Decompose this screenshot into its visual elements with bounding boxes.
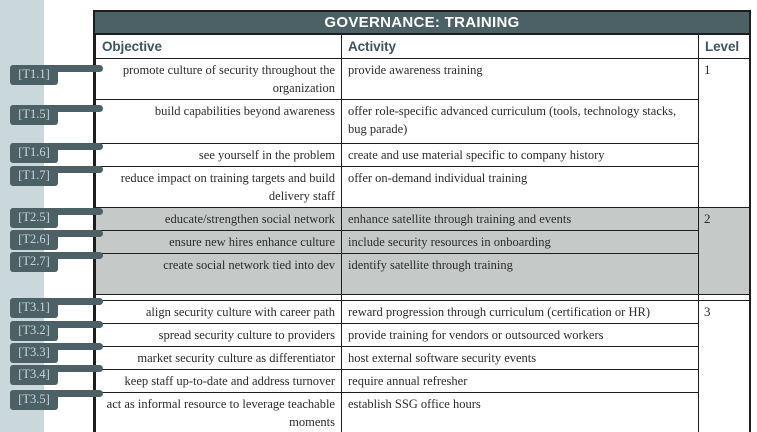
objective-cell-T2.5: educate/strengthen social network <box>95 207 342 231</box>
objective-cell-T1.6: see yourself in the problem <box>95 143 342 167</box>
tag-label: [T1.6] <box>10 143 58 163</box>
tag-connector-bar <box>50 298 103 305</box>
level-cell-2: 2 <box>698 207 750 295</box>
table-row-T2.7: create social network tied into dev ident… <box>95 253 750 295</box>
row-tag-T3.2: [T3.2] <box>10 321 105 343</box>
activity-cell-T1.6: create and use material specific to comp… <box>341 143 699 167</box>
activity-cell-T3.1: reward progression through curriculum (c… <box>341 300 699 324</box>
tag-label: [T3.4] <box>10 365 58 385</box>
tag-connector-bar <box>50 105 103 112</box>
activity-cell-T1.5: offer role-specific advanced curriculum … <box>341 99 699 144</box>
table-row-T3.1: align security culture with career path r… <box>95 300 750 432</box>
objective-cell-T2.7: create social network tied into dev <box>95 253 342 295</box>
tag-connector-bar <box>50 252 103 259</box>
table-row-T1.6: see yourself in the problem create and us… <box>95 143 750 167</box>
activity-cell-T3.5: establish SSG office hours <box>341 392 699 432</box>
tag-connector-bar <box>50 365 103 372</box>
level-cell-3: 3 <box>698 300 750 432</box>
tag-connector-bar <box>50 65 103 72</box>
column-header-objective: Objective <box>95 34 342 59</box>
row-tag-T3.4: [T3.4] <box>10 365 105 387</box>
tag-connector-bar <box>50 390 103 397</box>
row-tag-T2.6: [T2.6] <box>10 230 105 252</box>
objective-cell-T3.4: keep staff up-to-date and address turnov… <box>95 369 342 393</box>
row-tag-T2.7: [T2.7] <box>10 252 105 274</box>
tag-connector-bar <box>50 321 103 328</box>
tag-label: [T2.5] <box>10 208 58 228</box>
tag-label: [T3.5] <box>10 390 58 410</box>
column-header-level: Level <box>698 34 750 59</box>
table-row-T1.1: promote culture of security throughout t… <box>95 58 750 208</box>
row-tag-T3.3: [T3.3] <box>10 343 105 365</box>
governance-training-table: GOVERNANCE: TRAINING Objective Activity … <box>93 10 751 432</box>
level-cell-1: 1 <box>698 58 750 208</box>
column-header-activity: Activity <box>341 34 699 59</box>
table-title: GOVERNANCE: TRAINING <box>95 12 749 34</box>
tag-connector-bar <box>50 166 103 173</box>
table-row-T3.2: spread security culture to providers prov… <box>95 323 750 347</box>
tag-label: [T1.5] <box>10 105 58 125</box>
objective-cell-T1.7: reduce impact on training targets and bu… <box>95 166 342 208</box>
row-tag-T2.5: [T2.5] <box>10 208 105 230</box>
activity-cell-T2.7: identify satellite through training <box>341 253 699 295</box>
tag-label: [T3.1] <box>10 298 58 318</box>
column-header-row: Objective Activity Level <box>95 34 750 59</box>
table-row-T3.5: act as informal resource to leverage tea… <box>95 392 750 432</box>
table-row-T2.5: educate/strengthen social network enhance… <box>95 207 750 295</box>
activity-cell-T1.1: provide awareness training <box>341 58 699 100</box>
objective-cell-T3.5: act as informal resource to leverage tea… <box>95 392 342 432</box>
table-row-T3.3: market security culture as differentiato… <box>95 346 750 370</box>
objective-cell-T3.2: spread security culture to providers <box>95 323 342 347</box>
tag-connector-bar <box>50 143 103 150</box>
tag-label: [T1.1] <box>10 65 58 85</box>
tag-connector-bar <box>50 343 103 350</box>
activity-cell-T3.3: host external software security events <box>341 346 699 370</box>
activity-cell-T1.7: offer on-demand individual training <box>341 166 699 208</box>
table-row-T2.6: ensure new hires enhance culture include … <box>95 230 750 254</box>
tag-label: [T2.7] <box>10 252 58 272</box>
tag-connector-bar <box>50 208 103 215</box>
objective-cell-T3.1: align security culture with career path <box>95 300 342 324</box>
tag-label: [T3.3] <box>10 343 58 363</box>
activity-cell-T2.5: enhance satellite through training and e… <box>341 207 699 231</box>
tag-connector-bar <box>50 230 103 237</box>
row-tag-T3.1: [T3.1] <box>10 298 105 320</box>
activity-cell-T2.6: include security resources in onboarding <box>341 230 699 254</box>
table-row-T1.7: reduce impact on training targets and bu… <box>95 166 750 208</box>
row-tag-T1.1: [T1.1] <box>10 65 105 87</box>
tag-label: [T1.7] <box>10 166 58 186</box>
row-tag-T3.5: [T3.5] <box>10 390 105 412</box>
activity-cell-T3.4: require annual refresher <box>341 369 699 393</box>
table-row-T3.4: keep staff up-to-date and address turnov… <box>95 369 750 393</box>
row-tag-T1.6: [T1.6] <box>10 143 105 165</box>
objective-cell-T2.6: ensure new hires enhance culture <box>95 230 342 254</box>
activity-cell-T3.2: provide training for vendors or outsourc… <box>341 323 699 347</box>
row-tag-T1.7: [T1.7] <box>10 166 105 188</box>
table-row-T1.5: build capabilities beyond awareness offer… <box>95 99 750 144</box>
objective-cell-T1.5: build capabilities beyond awareness <box>95 99 342 144</box>
tag-label: [T3.2] <box>10 321 58 341</box>
training-activities-table: Objective Activity Level promote culture… <box>95 34 750 432</box>
row-tag-T1.5: [T1.5] <box>10 105 105 127</box>
objective-cell-T3.3: market security culture as differentiato… <box>95 346 342 370</box>
tag-label: [T2.6] <box>10 230 58 250</box>
objective-cell-T1.1: promote culture of security throughout t… <box>95 58 342 100</box>
